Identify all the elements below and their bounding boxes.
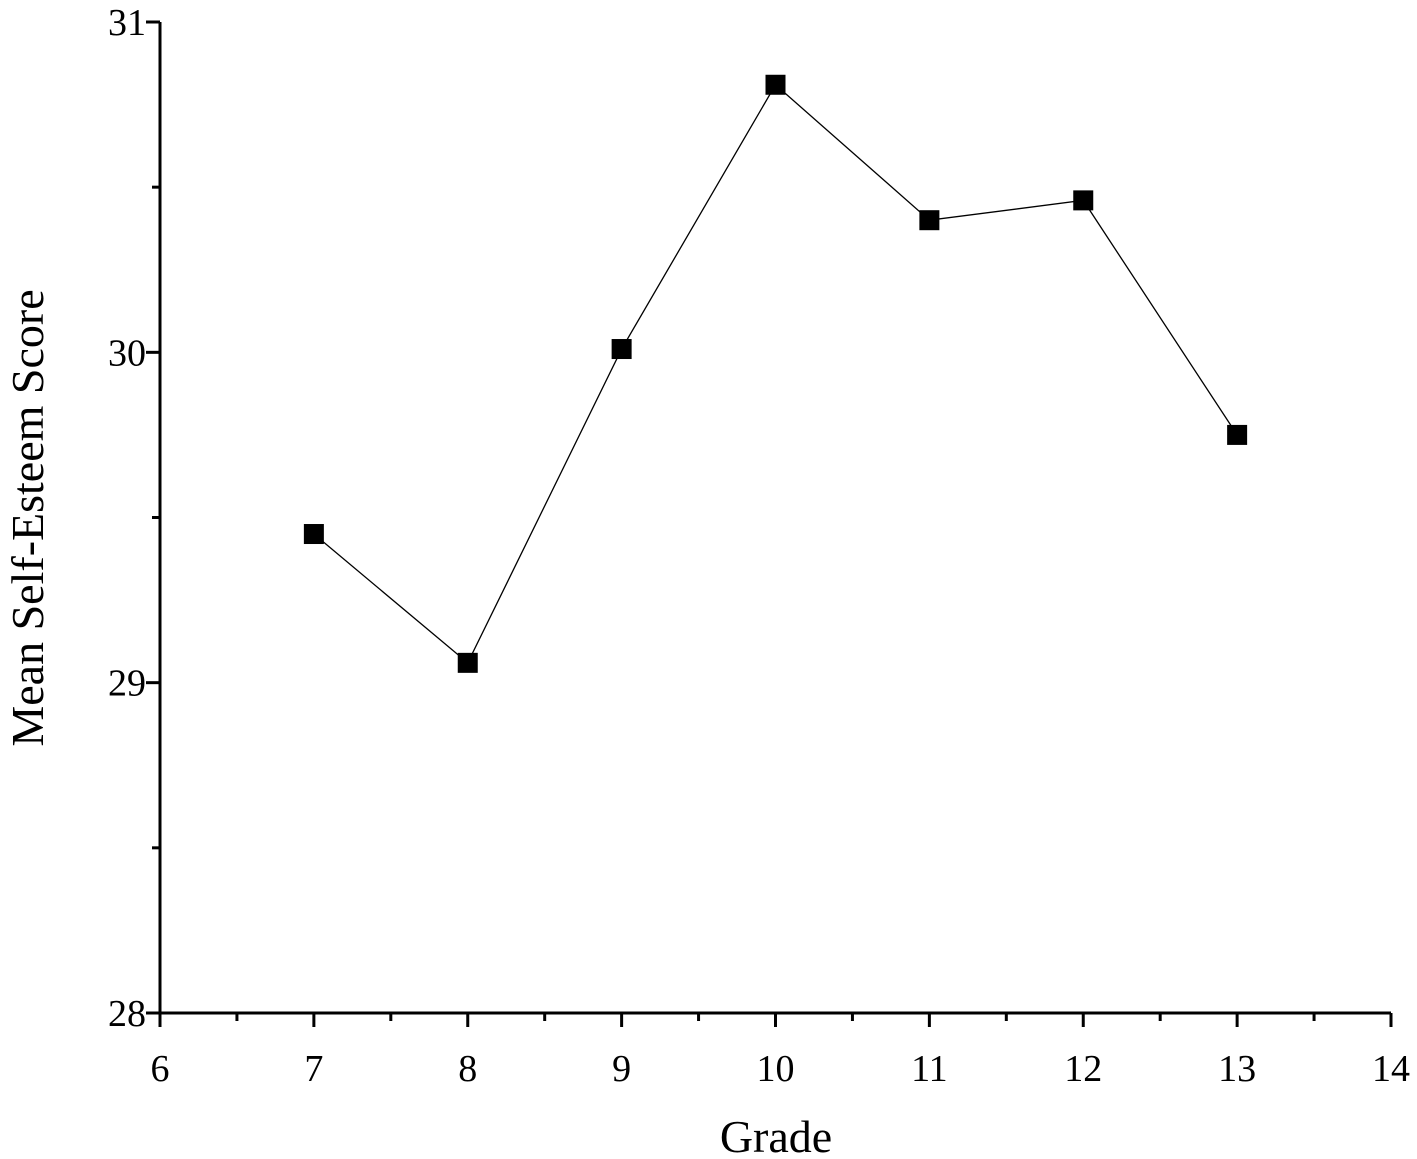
- x-tick-label: 12: [1064, 1048, 1102, 1090]
- series-line: [313, 83, 1238, 664]
- x-tick-label: 11: [911, 1048, 948, 1090]
- x-axis-title: Grade: [720, 1111, 832, 1159]
- axes: [158, 22, 1391, 1015]
- x-tick-label: 13: [1218, 1048, 1256, 1090]
- x-axis-ticks: 6 7 8 9 10 11 12 13 14: [151, 1013, 1410, 1090]
- y-tick-label: 29: [108, 663, 146, 705]
- data-point: [611, 339, 632, 360]
- series-group: [303, 74, 1248, 673]
- x-tick-label: 6: [151, 1048, 170, 1090]
- data-point: [1227, 424, 1248, 445]
- x-tick-label: 14: [1372, 1048, 1410, 1090]
- y-axis-title: Mean Self-Esteem Score: [2, 289, 53, 746]
- data-point: [765, 74, 786, 95]
- y-tick-label: 28: [108, 993, 146, 1035]
- x-tick-label: 8: [458, 1048, 477, 1090]
- data-point: [457, 652, 478, 673]
- y-tick-label: 31: [108, 2, 146, 44]
- data-point: [1073, 190, 1094, 211]
- y-tick-label: 30: [108, 332, 146, 374]
- y-axis-ticks: 28 29 30 31: [108, 2, 160, 1035]
- x-tick-label: 9: [612, 1048, 631, 1090]
- data-point: [303, 524, 324, 545]
- data-point: [919, 210, 940, 231]
- x-tick-label: 7: [304, 1048, 323, 1090]
- x-tick-label: 10: [757, 1048, 795, 1090]
